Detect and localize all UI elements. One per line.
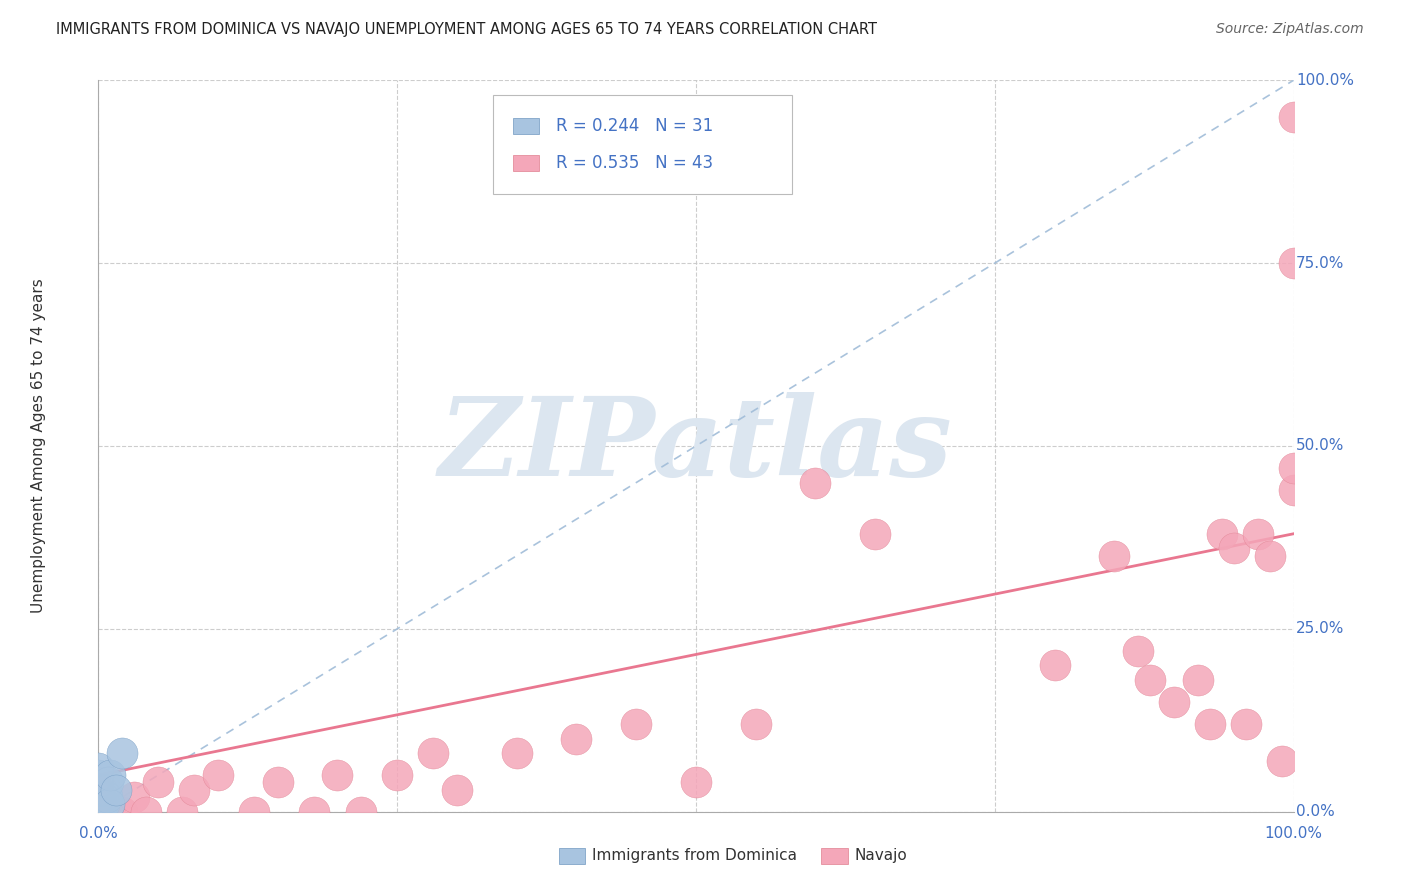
Text: Immigrants from Dominica: Immigrants from Dominica: [592, 848, 797, 863]
Point: [87, 805, 110, 819]
Point: [87, 790, 110, 805]
Point: [96, 790, 118, 805]
Point: [97, 775, 120, 789]
Point: [1139, 673, 1161, 687]
Point: [87, 805, 110, 819]
Point: [1043, 658, 1066, 673]
Point: [685, 775, 707, 789]
Point: [1102, 549, 1125, 563]
Text: R = 0.244   N = 31: R = 0.244 N = 31: [557, 118, 713, 136]
Bar: [821, 847, 848, 863]
Point: [87, 805, 110, 819]
Point: [1211, 526, 1233, 541]
Point: [89, 805, 111, 819]
Point: [243, 805, 266, 819]
Point: [90, 790, 112, 805]
Point: [302, 805, 325, 819]
Point: [385, 768, 409, 782]
Point: [87, 775, 110, 789]
Text: 25.0%: 25.0%: [1296, 622, 1344, 636]
Point: [87, 805, 110, 819]
Bar: [513, 155, 540, 171]
Text: ZIPatlas: ZIPatlas: [439, 392, 953, 500]
Point: [506, 746, 529, 760]
Bar: [558, 847, 585, 863]
Point: [1187, 673, 1209, 687]
Point: [111, 746, 134, 760]
Point: [863, 526, 886, 541]
Point: [1198, 717, 1220, 731]
Point: [87, 805, 110, 819]
Point: [111, 805, 134, 819]
Point: [1282, 256, 1305, 270]
Point: [87, 782, 110, 797]
Point: [87, 805, 110, 819]
Point: [87, 790, 110, 805]
Point: [1222, 541, 1246, 556]
Point: [183, 782, 205, 797]
Point: [267, 775, 290, 789]
Point: [98, 797, 121, 812]
Point: [87, 797, 110, 812]
Text: Source: ZipAtlas.com: Source: ZipAtlas.com: [1216, 22, 1364, 37]
Point: [565, 731, 588, 746]
Point: [1282, 110, 1305, 124]
Point: [148, 775, 170, 789]
Point: [124, 790, 146, 805]
Point: [1258, 549, 1281, 563]
Point: [87, 761, 110, 775]
Point: [87, 797, 110, 812]
Point: [91, 782, 114, 797]
Text: 0.0%: 0.0%: [79, 826, 118, 841]
Point: [624, 717, 647, 731]
Point: [172, 805, 194, 819]
Text: R = 0.535   N = 43: R = 0.535 N = 43: [557, 154, 713, 172]
Bar: [513, 119, 540, 135]
Point: [87, 768, 110, 782]
FancyBboxPatch shape: [494, 95, 792, 194]
Text: Navajo: Navajo: [855, 848, 908, 863]
Point: [87, 782, 110, 797]
Point: [89, 797, 111, 812]
Point: [91, 797, 114, 812]
Text: IMMIGRANTS FROM DOMINICA VS NAVAJO UNEMPLOYMENT AMONG AGES 65 TO 74 YEARS CORREL: IMMIGRANTS FROM DOMINICA VS NAVAJO UNEMP…: [56, 22, 877, 37]
Point: [745, 717, 768, 731]
Point: [422, 746, 444, 760]
Point: [1163, 695, 1185, 709]
Point: [1234, 717, 1257, 731]
Point: [98, 768, 122, 782]
Point: [91, 790, 114, 805]
Point: [804, 475, 827, 490]
Text: 100.0%: 100.0%: [1296, 73, 1354, 87]
Text: 75.0%: 75.0%: [1296, 256, 1344, 270]
Text: Unemployment Among Ages 65 to 74 years: Unemployment Among Ages 65 to 74 years: [31, 278, 46, 614]
Point: [1128, 644, 1150, 658]
Point: [446, 782, 468, 797]
Point: [98, 805, 122, 819]
Point: [1271, 754, 1294, 768]
Point: [1246, 526, 1268, 541]
Point: [87, 790, 110, 805]
Point: [326, 768, 349, 782]
Point: [87, 805, 110, 819]
Point: [105, 782, 128, 797]
Text: 0.0%: 0.0%: [1296, 805, 1334, 819]
Point: [207, 768, 229, 782]
Point: [87, 805, 110, 819]
Point: [350, 805, 373, 819]
Point: [1282, 483, 1305, 497]
Point: [93, 797, 115, 812]
Point: [94, 782, 117, 797]
Point: [135, 805, 157, 819]
Text: 50.0%: 50.0%: [1296, 439, 1344, 453]
Point: [90, 805, 112, 819]
Point: [87, 805, 110, 819]
Text: 100.0%: 100.0%: [1264, 826, 1323, 841]
Point: [1282, 461, 1305, 475]
